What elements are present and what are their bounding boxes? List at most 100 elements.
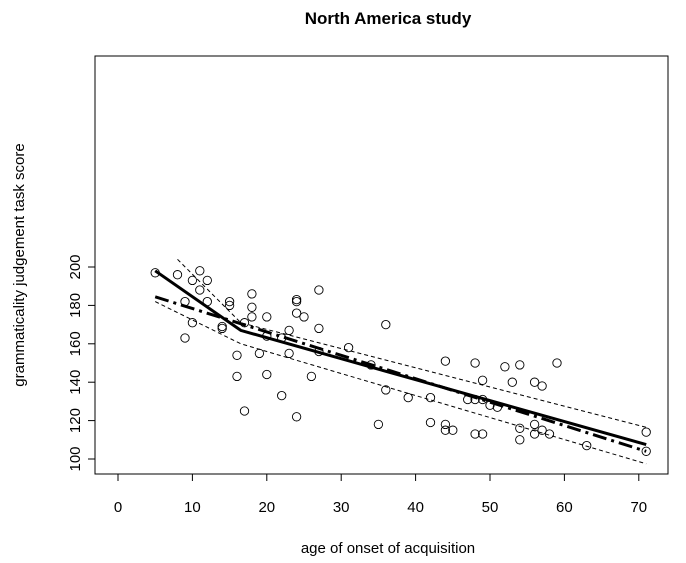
data-point [477,394,488,405]
data-point [492,402,503,412]
data-point [314,323,324,334]
data-point [314,285,324,295]
data-point [217,321,227,332]
data-point [381,385,391,395]
data-point [195,266,205,276]
y-tick-label: 180 [67,293,84,318]
data-point [500,362,510,372]
data-point [232,350,242,360]
chart-title: North America study [305,9,472,28]
fit-line-solid [154,269,647,447]
data-point [262,331,272,341]
data-point [291,412,302,422]
data-point [187,275,198,286]
x-tick-label: 10 [184,499,201,516]
data-point [299,312,309,322]
data-point [544,429,555,439]
data-point [224,300,235,311]
data-point [195,285,205,295]
data-points [150,266,651,456]
data-point [224,296,235,307]
plot-frame [94,55,669,475]
data-point [641,427,651,437]
fit-line-dashed [177,258,647,428]
data-point [180,333,190,343]
data-point [537,425,547,435]
data-point [247,302,257,312]
fitted-lines [154,258,647,465]
data-point [440,425,451,435]
data-point [314,346,324,357]
data-point [425,417,436,428]
x-tick-label: 50 [482,499,499,516]
x-tick-label: 70 [630,499,647,516]
data-point [150,268,160,278]
fit-line-dashed [154,301,647,465]
data-point [470,429,480,439]
x-tick-label: 0 [114,499,122,516]
data-point [187,318,198,328]
data-point [373,419,384,430]
data-point [403,392,413,403]
data-point [291,294,302,305]
data-point [262,312,272,322]
y-tick-label: 160 [67,331,84,356]
data-point [448,425,458,435]
data-point [529,429,540,439]
data-point [470,358,480,368]
y-tick-label: 120 [67,408,84,433]
data-point [291,296,302,307]
data-point [217,323,227,334]
data-point [485,400,495,410]
y-axis-label: grammaticality judgement task score [11,143,28,386]
data-point [172,270,183,280]
fit-line-dashdot [154,295,647,453]
data-point [463,394,473,405]
data-point [202,275,212,286]
data-point [366,360,376,370]
y-axis: 100 120 140 160 180 200 [67,75,96,472]
data-point [254,348,265,359]
data-point [247,312,257,322]
y-tick-label: 100 [67,446,84,471]
data-point [582,440,592,451]
data-point [180,296,190,307]
data-point [277,333,287,343]
data-point [343,342,354,353]
data-point [515,435,525,445]
data-point [202,296,212,307]
data-point [440,356,451,366]
data-point [284,348,294,359]
data-point [425,392,436,403]
x-tick-label: 60 [556,499,573,516]
data-point [284,325,294,336]
data-point [277,390,287,401]
data-point [306,371,317,382]
data-point [232,371,242,382]
data-point [477,375,488,385]
data-point [537,381,547,391]
data-point [507,377,517,387]
data-point [247,289,257,299]
data-point [239,318,250,328]
data-point [470,394,480,405]
data-point [381,319,391,330]
data-point [529,419,540,430]
data-point [440,419,451,430]
x-axis: 0 10 20 30 40 50 60 70 [114,473,647,516]
data-point [262,369,272,380]
data-point [291,308,302,318]
data-point [239,406,250,416]
x-tick-label: 40 [407,499,424,516]
y-tick-label: 200 [67,254,84,279]
y-tick-label: 140 [67,370,84,395]
data-point [529,377,540,387]
x-tick-label: 30 [333,499,350,516]
data-point [477,429,488,439]
data-point [515,360,525,370]
data-point [552,358,562,368]
x-axis-label: age of onset of acquisition [301,540,475,557]
x-tick-label: 20 [258,499,275,516]
data-point [515,423,525,433]
